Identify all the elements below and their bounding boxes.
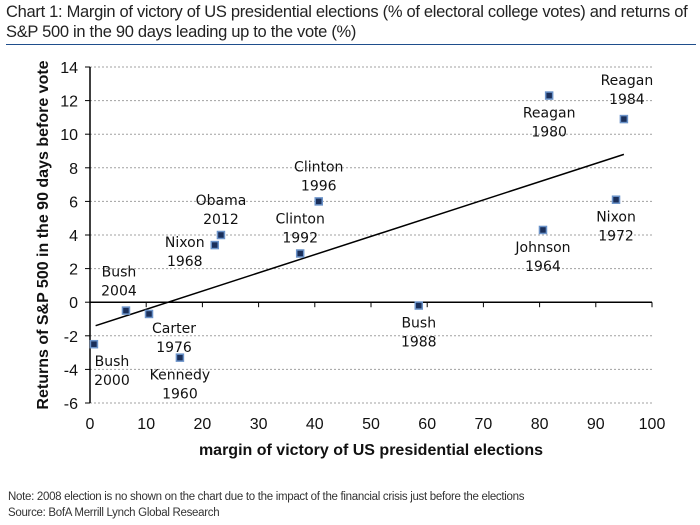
y-tick-label: 12 — [60, 94, 78, 111]
point-label-year: 1972 — [598, 229, 634, 245]
data-point-marker — [314, 197, 323, 206]
point-label-year: 1992 — [282, 230, 318, 246]
data-points — [89, 91, 629, 362]
y-tick-label: -2 — [64, 329, 78, 346]
x-tick-label: 20 — [194, 416, 212, 433]
y-tick-label: -4 — [64, 362, 78, 379]
point-label-name: Bush — [95, 354, 130, 370]
point-label-name: Bush — [401, 316, 436, 332]
x-tick-label: 100 — [639, 416, 666, 433]
point-label-year: 1968 — [167, 254, 203, 270]
y-tick-label: 10 — [60, 127, 78, 144]
point-label-year: 1984 — [609, 92, 645, 108]
x-tick-label: 30 — [250, 416, 268, 433]
data-point-marker — [544, 91, 554, 100]
x-tick-label: 80 — [531, 416, 549, 433]
title-underline — [6, 44, 696, 45]
point-label-year: 1964 — [525, 259, 561, 275]
point-label-name: Reagan — [601, 73, 654, 89]
point-label-name: Johnson — [514, 240, 570, 256]
data-point-marker — [89, 339, 99, 349]
data-point-marker — [144, 309, 154, 319]
point-label-year: 1988 — [401, 335, 437, 351]
trendline-group — [95, 153, 625, 327]
y-tick-label: 14 — [60, 60, 78, 77]
point-label-year: 2004 — [101, 284, 137, 300]
x-tick-label: 40 — [306, 416, 324, 433]
data-point-marker — [538, 225, 548, 235]
source-text: Source: BofA Merrill Lynch Global Resear… — [8, 507, 220, 519]
point-label-name: Obama — [196, 193, 247, 209]
point-label-name: Reagan — [523, 106, 576, 122]
note-text: Note: 2008 election is no shown on the c… — [8, 491, 525, 503]
data-point-marker — [295, 249, 305, 258]
point-label-year: 2000 — [94, 373, 130, 389]
x-tick-label: 50 — [362, 416, 380, 433]
point-label-year: 2012 — [203, 212, 239, 228]
y-tick-label: -6 — [64, 396, 78, 413]
data-point-marker — [414, 301, 424, 310]
gridlines — [90, 66, 652, 404]
point-label-name: Clinton — [294, 159, 343, 175]
data-point-marker — [611, 195, 621, 204]
point-label-name: Carter — [152, 321, 196, 337]
point-label-year: 1960 — [162, 387, 198, 403]
trendline — [95, 153, 625, 327]
y-tick-label: 6 — [69, 194, 78, 211]
data-point-marker — [216, 230, 226, 240]
point-label-year: 1980 — [531, 125, 567, 141]
x-tick-label: 10 — [137, 416, 155, 433]
y-tick-label: 4 — [69, 228, 78, 245]
y-tick-label: 8 — [69, 161, 78, 178]
point-label-year: 1996 — [301, 178, 337, 194]
point-label-name: Kennedy — [150, 368, 211, 384]
chart-title-line-1: Chart 1: Margin of victory of US preside… — [6, 3, 688, 21]
y-tick-label: 0 — [69, 295, 78, 312]
chart-title: Chart 1: Margin of victory of US preside… — [6, 2, 696, 42]
data-point-marker — [175, 353, 185, 362]
point-labels: Bush 2000 Bush 2004 Carter 1976 Kennedy 1960 Nix… — [94, 73, 653, 403]
x-tick-label: 60 — [418, 416, 436, 433]
point-label-name: Nixon — [165, 235, 205, 251]
data-point-marker — [121, 306, 131, 315]
point-label-name: Bush — [102, 265, 137, 281]
x-axis-label: margin of victory of US presidential ele… — [199, 442, 543, 459]
point-label-name: Nixon — [596, 210, 636, 226]
axes: -6 -4 -2 0 2 4 6 8 10 12 14 0 10 20 30 40 50 60 70 80 90 100 — [60, 60, 665, 433]
point-label-year: 1976 — [156, 340, 192, 356]
data-point-marker — [210, 240, 220, 250]
point-label-name: Clinton — [276, 211, 325, 227]
footnote: Note: 2008 election is no shown on the c… — [8, 489, 524, 521]
x-tick-label: 90 — [587, 416, 605, 433]
x-tick-label: 0 — [86, 416, 95, 433]
y-axis-label: Returns of S&P 500 in the 90 days before… — [35, 60, 52, 409]
x-tick-label: 70 — [475, 416, 493, 433]
y-tick-label: 2 — [69, 262, 78, 279]
data-point-marker — [619, 114, 629, 124]
chart-title-line-2: S&P 500 in the 90 days leading up to the… — [6, 23, 357, 41]
